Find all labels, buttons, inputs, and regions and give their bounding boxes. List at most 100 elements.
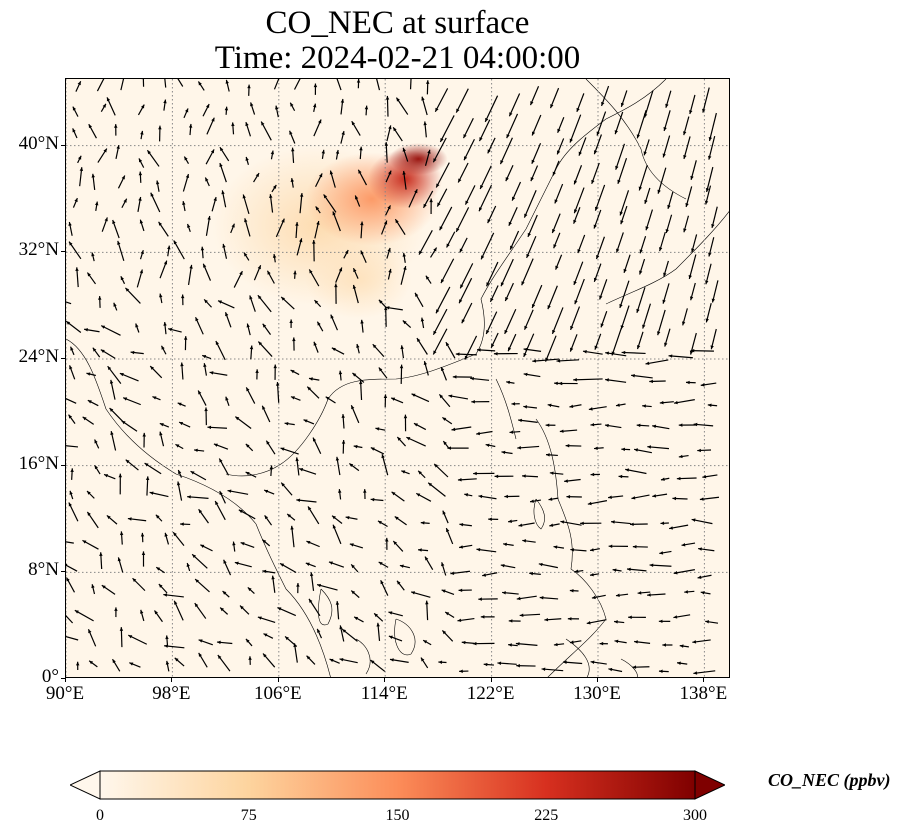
wind-arrow bbox=[445, 341, 456, 359]
wind-arrow bbox=[420, 657, 429, 669]
wind-arrow bbox=[549, 471, 564, 475]
wind-arrow bbox=[619, 280, 630, 309]
wind-arrow bbox=[464, 493, 473, 497]
wind-arrow bbox=[488, 517, 499, 521]
wind-arrow bbox=[224, 106, 229, 115]
wind-arrow bbox=[424, 556, 434, 571]
wind-arrow bbox=[522, 474, 539, 478]
wind-arrow bbox=[608, 667, 623, 673]
wind-arrow bbox=[562, 660, 583, 665]
wind-arrow bbox=[197, 390, 207, 406]
wind-arrow bbox=[349, 543, 364, 549]
wind-arrow bbox=[341, 628, 358, 642]
wind-arrow bbox=[66, 445, 79, 448]
wind-arrow bbox=[440, 258, 455, 284]
wind-arrow bbox=[360, 319, 364, 333]
wind-arrow bbox=[402, 170, 407, 190]
wind-arrow bbox=[385, 306, 403, 311]
wind-arrow bbox=[508, 519, 518, 523]
wind-arrow bbox=[339, 657, 358, 664]
wind-arrow bbox=[142, 432, 146, 448]
longitude-tick-label: 130°E bbox=[573, 683, 621, 704]
wind-arrow bbox=[261, 539, 271, 547]
wind-arrow bbox=[708, 237, 715, 257]
wind-arrow bbox=[447, 446, 469, 450]
wind-arrow bbox=[191, 553, 208, 569]
wind-arrow bbox=[183, 108, 189, 119]
wind-arrow bbox=[518, 522, 535, 527]
wind-arrow bbox=[569, 404, 582, 409]
wind-arrow bbox=[91, 584, 96, 595]
wind-arrow bbox=[150, 192, 161, 213]
wind-arrow bbox=[343, 249, 349, 259]
wind-arrow bbox=[247, 586, 255, 594]
wind-arrow bbox=[432, 137, 447, 163]
wind-arrow bbox=[223, 559, 232, 576]
plot-title-line-1: CO_NEC at surface bbox=[265, 5, 530, 41]
wind-arrow bbox=[385, 205, 391, 216]
wind-arrow bbox=[386, 247, 391, 259]
wind-arrow bbox=[507, 333, 517, 352]
wind-arrow bbox=[383, 394, 388, 408]
wind-arrow bbox=[234, 416, 252, 429]
wind-arrow bbox=[352, 284, 359, 304]
wind-arrow bbox=[634, 640, 651, 644]
wind-arrow bbox=[153, 610, 163, 623]
wind-arrow bbox=[316, 583, 338, 591]
wind-arrow bbox=[380, 579, 389, 596]
wind-arrow bbox=[117, 557, 124, 573]
wind-arrow bbox=[484, 95, 499, 123]
wind-arrow bbox=[432, 328, 448, 355]
wind-arrow bbox=[551, 213, 561, 234]
wind-arrow bbox=[66, 563, 78, 572]
wind-arrow bbox=[378, 299, 387, 308]
wind-arrow bbox=[100, 349, 116, 359]
wind-arrow bbox=[477, 348, 496, 352]
wind-arrow bbox=[623, 254, 631, 274]
wind-arrow bbox=[552, 160, 560, 176]
wind-arrow bbox=[644, 187, 651, 204]
wind-arrow bbox=[586, 619, 607, 625]
latitude-tick-mark bbox=[61, 678, 65, 679]
wind-arrow bbox=[79, 167, 84, 187]
wind-arrow bbox=[253, 172, 260, 183]
wind-arrow bbox=[660, 477, 670, 481]
wind-arrow bbox=[649, 379, 666, 384]
wind-arrow bbox=[238, 509, 256, 520]
wind-arrow bbox=[418, 548, 429, 552]
wind-arrow bbox=[639, 236, 647, 254]
wind-arrow bbox=[573, 207, 581, 224]
wind-arrow bbox=[673, 614, 691, 619]
wind-arrow bbox=[384, 306, 388, 327]
wind-arrow bbox=[296, 238, 303, 256]
wind-arrow bbox=[417, 470, 426, 479]
wind-arrow bbox=[509, 430, 521, 434]
wind-arrow bbox=[439, 115, 455, 143]
wind-arrow bbox=[114, 124, 118, 136]
wind-arrow bbox=[120, 79, 125, 91]
wind-arrow bbox=[375, 427, 386, 431]
wind-arrow bbox=[608, 495, 624, 499]
wind-arrow bbox=[548, 497, 559, 501]
wind-arrow bbox=[631, 494, 650, 500]
wind-arrow bbox=[459, 263, 474, 289]
wind-arrow bbox=[652, 424, 670, 430]
wind-arrow bbox=[316, 321, 324, 332]
wind-arrow bbox=[394, 218, 406, 236]
wind-arrow bbox=[480, 232, 495, 260]
wind-arrow bbox=[289, 102, 296, 112]
wind-arrow bbox=[284, 421, 295, 426]
colorbar-min-extension bbox=[70, 770, 101, 800]
wind-arrow bbox=[75, 661, 80, 670]
wind-arrow bbox=[119, 627, 124, 648]
wind-arrow bbox=[683, 116, 690, 136]
wind-arrow bbox=[266, 270, 275, 284]
wind-arrow bbox=[280, 447, 299, 455]
wind-arrow bbox=[504, 282, 514, 302]
wind-arrow bbox=[384, 142, 389, 163]
wind-arrow bbox=[290, 369, 300, 376]
wind-arrow bbox=[710, 328, 717, 350]
longitude-tick-mark bbox=[490, 678, 492, 682]
wind-arrow bbox=[211, 196, 217, 212]
wind-arrow bbox=[159, 260, 168, 279]
